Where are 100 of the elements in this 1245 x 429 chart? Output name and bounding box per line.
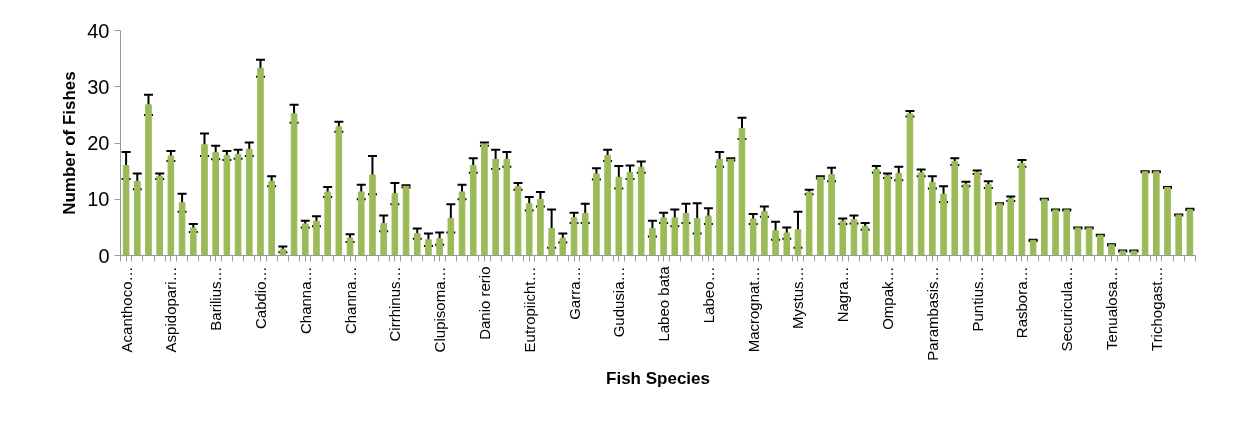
bar [290, 113, 298, 256]
bar [481, 143, 488, 256]
bar [626, 171, 634, 256]
x-tick-label: Securicula… [1058, 266, 1076, 352]
bar [817, 176, 824, 256]
bar [391, 193, 399, 256]
x-tick-label: Garra… [565, 266, 583, 320]
bar [1153, 171, 1160, 256]
bar [447, 217, 455, 256]
x-axis-title: Fish Species [606, 368, 710, 388]
bar [682, 212, 690, 256]
bar [772, 230, 779, 256]
bar [761, 211, 768, 256]
bar [1186, 208, 1194, 256]
bar [514, 185, 522, 256]
bar [906, 113, 914, 256]
bar [727, 158, 735, 256]
bar [458, 191, 466, 256]
bar [525, 203, 533, 256]
bar [559, 237, 567, 256]
bar [178, 202, 186, 256]
bar [1175, 214, 1182, 256]
bar [122, 165, 130, 256]
x-tick-label: Gudusia… [610, 266, 628, 338]
bar [380, 222, 387, 256]
bar [951, 161, 959, 256]
bar [413, 233, 421, 256]
bar [962, 183, 970, 256]
bar [324, 191, 331, 256]
bar [637, 166, 645, 256]
bar [705, 215, 712, 256]
bar [693, 217, 701, 256]
x-tick-label: Danio rerio [475, 266, 493, 340]
bar [1052, 209, 1059, 256]
y-tick-label: 20 [87, 132, 110, 154]
bar [861, 225, 869, 256]
bar [1097, 234, 1104, 256]
x-tick-label: Acanthoco… [117, 266, 135, 353]
bar [850, 219, 858, 256]
x-tick-label: Labeo… [699, 266, 717, 324]
bar [369, 174, 376, 256]
bar [268, 180, 275, 256]
x-tick-label: Channa… [341, 266, 359, 335]
bar [145, 104, 152, 256]
bar [593, 173, 600, 256]
bar [1018, 162, 1026, 256]
bar [749, 218, 757, 256]
x-tick-label: Tenualosa… [1103, 266, 1121, 350]
bar [1063, 209, 1071, 256]
y-axis-title: Number of Fishes [60, 71, 80, 215]
bar [929, 181, 936, 256]
bar [604, 154, 611, 256]
bar [201, 144, 208, 256]
x-tick-label: Nagra… [834, 266, 852, 323]
x-tick-label: Clupisoma… [431, 266, 449, 353]
bar [313, 220, 320, 256]
bar [884, 175, 891, 256]
bar [189, 227, 197, 256]
bar [134, 180, 141, 256]
y-tick-label: 40 [87, 19, 110, 42]
bar [1074, 227, 1082, 256]
bar [660, 217, 667, 256]
y-tick-label: 10 [87, 188, 110, 211]
bar [212, 152, 219, 256]
x-tick-label: Aspidopari… [162, 266, 180, 353]
x-tick-label: Macrognat… [744, 266, 762, 353]
x-tick-label: Trichogast… [1147, 266, 1165, 351]
x-tick-label: Cabdio… [251, 266, 269, 330]
bar [996, 203, 1003, 256]
bar [917, 172, 925, 256]
bar [649, 228, 656, 256]
bar [615, 176, 623, 256]
bar [839, 220, 847, 256]
bar [828, 174, 835, 256]
bar [671, 217, 679, 256]
x-tick-label: Eutropiicht… [520, 266, 538, 353]
x-tick-label: Channa… [296, 266, 314, 335]
bar [1041, 198, 1048, 256]
y-tick-label: 0 [98, 244, 110, 267]
x-tick-label: Puntius… [968, 266, 986, 332]
bar [805, 191, 813, 256]
y-tick-label: 30 [87, 75, 110, 98]
bar [156, 175, 163, 256]
bar [1007, 198, 1015, 256]
bar [1085, 227, 1093, 256]
bar [940, 193, 947, 256]
x-tick-label: Ompak… [879, 266, 897, 330]
bar [716, 158, 723, 256]
bar [873, 168, 880, 256]
bar [783, 232, 791, 256]
bar [167, 155, 175, 256]
bar [301, 223, 309, 256]
x-tick-label: Rasbora… [1013, 266, 1031, 339]
bar [1141, 171, 1149, 256]
bar [1164, 186, 1171, 256]
x-tick-label: Parambasis… [923, 266, 941, 361]
bar [1108, 244, 1115, 256]
bar [581, 212, 589, 256]
x-tick-label: Cirrhinus… [386, 266, 404, 342]
bar [346, 237, 354, 256]
